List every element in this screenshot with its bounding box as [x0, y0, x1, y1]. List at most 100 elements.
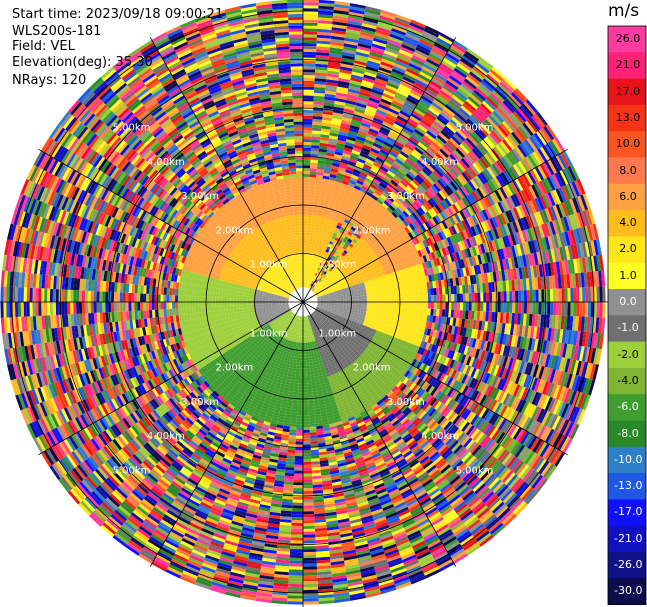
velocity-gate	[358, 155, 367, 162]
velocity-gate	[576, 287, 580, 302]
velocity-gate	[483, 302, 487, 312]
velocity-gate	[323, 267, 327, 272]
velocity-gate	[343, 46, 357, 52]
velocity-gate	[321, 243, 325, 248]
velocity-gate	[314, 192, 321, 196]
velocity-gate	[328, 221, 334, 226]
velocity-gate	[425, 111, 437, 121]
velocity-gate	[309, 258, 313, 263]
velocity-gate	[316, 212, 322, 217]
velocity-gate	[329, 176, 337, 182]
velocity-gate	[369, 197, 377, 204]
velocity-gate	[322, 111, 333, 116]
velocity-gate	[332, 21, 348, 27]
velocity-gate	[364, 139, 374, 146]
velocity-gate	[361, 185, 369, 192]
velocity-gate	[366, 63, 380, 70]
velocity-gate	[491, 291, 496, 302]
velocity-gate	[329, 132, 339, 137]
velocity-gate	[523, 302, 528, 314]
velocity-gate	[362, 77, 375, 84]
velocity-gate	[433, 302, 437, 309]
velocity-gate	[343, 306, 347, 309]
velocity-gate	[307, 282, 310, 286]
velocity-gate	[472, 66, 487, 79]
velocity-gate	[367, 57, 382, 64]
velocity-gate	[468, 302, 472, 311]
velocity-gate	[375, 302, 379, 306]
velocity-gate	[393, 302, 397, 307]
velocity-gate	[427, 127, 439, 137]
velocity-gate	[392, 22, 409, 31]
velocity-gate	[358, 299, 362, 302]
velocity-gate	[407, 296, 411, 302]
velocity-gate	[303, 214, 308, 218]
velocity-gate	[341, 117, 352, 123]
velocity-gate	[309, 238, 313, 242]
velocity-gate	[369, 51, 383, 59]
velocity-gate	[303, 267, 305, 270]
velocity-gate	[307, 206, 313, 210]
velocity-gate	[408, 24, 424, 34]
velocity-gate	[335, 95, 347, 100]
velocity-gate	[420, 119, 432, 128]
velocity-gate	[303, 80, 315, 84]
velocity-gate	[319, 249, 323, 254]
velocity-gate	[326, 191, 333, 196]
velocity-gate	[419, 97, 432, 107]
velocity-gate	[373, 203, 380, 210]
velocity-gate	[446, 101, 459, 112]
velocity-gate	[421, 33, 437, 43]
velocity-gate	[386, 310, 390, 316]
velocity-gate	[392, 65, 406, 74]
velocity-gate	[325, 265, 329, 269]
velocity-gate	[413, 290, 417, 297]
velocity-gate	[435, 40, 450, 50]
velocity-gate	[393, 97, 405, 105]
velocity-gate	[312, 121, 322, 126]
velocity-gate	[339, 243, 345, 248]
velocity-gate	[567, 288, 571, 302]
velocity-gate	[362, 288, 367, 293]
velocity-gate	[314, 269, 318, 273]
velocity-gate	[320, 259, 325, 264]
velocity-gate	[369, 169, 378, 176]
velocity-gate	[329, 200, 336, 206]
velocity-gate	[330, 38, 345, 44]
velocity-gate	[363, 292, 367, 296]
velocity-gate	[314, 89, 326, 94]
velocity-gate	[374, 77, 388, 85]
velocity-gate	[352, 213, 359, 219]
velocity-gate	[334, 103, 345, 109]
velocity-gate	[306, 241, 310, 245]
velocity-gate	[323, 202, 330, 207]
velocity-gate	[303, 174, 310, 177]
velocity-gate	[378, 293, 382, 298]
velocity-gate	[366, 201, 374, 208]
velocity-gate	[383, 90, 396, 98]
velocity-gate	[396, 89, 409, 98]
velocity-gate	[323, 235, 328, 240]
velocity-gate	[306, 284, 308, 288]
velocity-gate	[573, 287, 577, 302]
velocity-gate	[371, 181, 380, 188]
velocity-gate	[321, 231, 326, 236]
velocity-gate	[326, 188, 334, 193]
velocity-gate	[363, 295, 367, 299]
velocity-gate	[369, 183, 378, 190]
velocity-gate	[347, 91, 359, 97]
velocity-gate	[394, 158, 404, 166]
velocity-gate	[364, 298, 367, 302]
velocity-gate	[349, 208, 356, 214]
velocity-gate	[458, 60, 473, 72]
velocity-gate	[326, 73, 339, 78]
velocity-gate	[303, 238, 307, 241]
velocity-gate	[404, 123, 416, 132]
velocity-gate	[439, 287, 443, 295]
velocity-gate	[359, 289, 364, 293]
velocity-gate	[368, 97, 381, 104]
velocity-gate	[375, 29, 391, 37]
velocity-gate	[310, 223, 316, 228]
velocity-gate	[512, 290, 516, 302]
velocity-gate	[308, 249, 312, 254]
